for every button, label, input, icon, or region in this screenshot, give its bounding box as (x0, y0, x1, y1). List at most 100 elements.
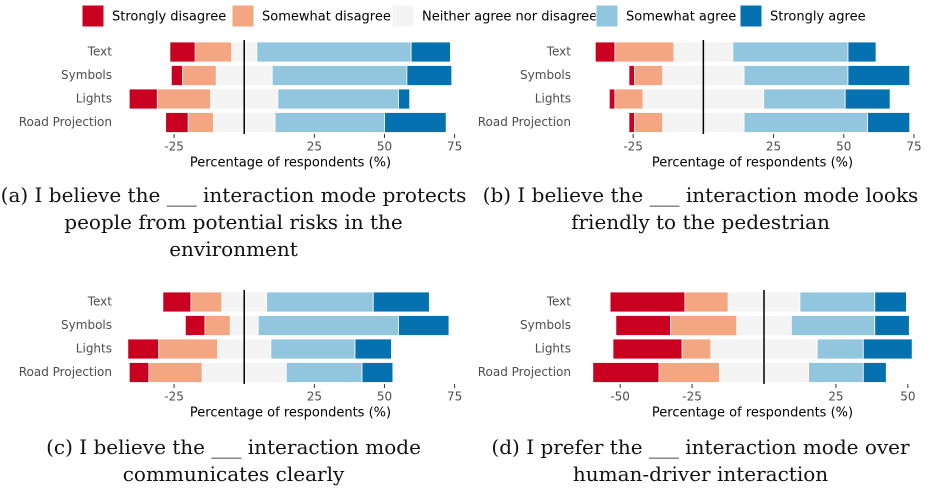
bar-segment (190, 291, 223, 313)
legend-swatch (81, 4, 105, 28)
bar-segment (615, 315, 671, 336)
bar-segment (681, 338, 712, 360)
bar-segment (867, 112, 911, 133)
bar-segment (148, 362, 203, 383)
caption: (b) I believe the ___ interaction mode l… (482, 183, 919, 234)
bar-segment (634, 65, 664, 86)
bar-segment (271, 65, 408, 86)
bar-segment (354, 338, 392, 360)
legend-swatch (739, 4, 763, 28)
bar-segment (184, 315, 206, 336)
x-tick-label: 25 (828, 390, 843, 404)
legend-label: Somewhat disagree (262, 10, 391, 25)
bar-segment (862, 338, 913, 360)
bar-segment (277, 88, 399, 110)
y-tick-label: Lights (535, 342, 571, 356)
bar-segment (634, 112, 664, 133)
bar-segment (609, 291, 686, 313)
x-tick-label: -25 (682, 390, 702, 404)
bar-segment (398, 315, 450, 336)
y-tick-label: Symbols (61, 318, 112, 332)
x-tick-label: 75 (447, 390, 462, 404)
x-tick-label: 25 (766, 140, 781, 154)
bar-segment (658, 362, 720, 383)
legend-label: Strongly agree (770, 10, 866, 25)
legend-label: Somewhat agree (626, 10, 736, 25)
x-tick-label: 25 (307, 390, 322, 404)
x-tick-label: 50 (836, 140, 851, 154)
bar-segment (204, 315, 231, 336)
y-tick-label: Lights (76, 92, 112, 106)
bar-segment (384, 112, 447, 133)
bar-segment (684, 291, 729, 313)
x-tick-label: -50 (610, 390, 630, 404)
y-tick-label: Text (87, 45, 113, 59)
y-tick-label: Road Projection (19, 365, 112, 379)
bar-segment (266, 291, 374, 313)
y-tick-label: Symbols (61, 68, 112, 82)
bar-segment (847, 41, 877, 63)
bar-segment (406, 65, 453, 86)
bar-segment (608, 88, 616, 110)
bar-segment (169, 41, 196, 63)
bar-segment (270, 338, 356, 360)
bar-segment (816, 338, 864, 360)
legend-swatch (231, 4, 255, 28)
bar-segment (182, 65, 217, 86)
bar-segment (763, 88, 846, 110)
bar-segment (862, 362, 887, 383)
x-tick-label: 50 (900, 390, 915, 404)
bar-segment (128, 362, 150, 383)
x-tick-label: -25 (623, 140, 643, 154)
x-axis-title: Percentage of respondents (%) (190, 156, 391, 171)
bar-segment (732, 41, 849, 63)
x-tick-label: 25 (307, 140, 322, 154)
x-tick-label: 50 (377, 140, 392, 154)
x-tick-label: -25 (164, 140, 184, 154)
bar-segment (162, 291, 192, 313)
y-tick-label: Road Projection (478, 365, 571, 379)
bar-segment (165, 112, 189, 133)
bar-segment (274, 112, 385, 133)
bar-segment (128, 88, 158, 110)
bar-segment (372, 291, 430, 313)
x-axis-title: Percentage of respondents (%) (652, 406, 853, 421)
y-tick-label: Text (546, 295, 572, 309)
bar-segment (194, 41, 232, 63)
bar-segment (257, 315, 399, 336)
bar-segment (410, 41, 451, 63)
y-tick-label: Symbols (520, 68, 571, 82)
y-tick-label: Lights (535, 92, 571, 106)
bar-segment (614, 88, 644, 110)
bar-segment (670, 315, 738, 336)
bar-segment (790, 315, 876, 336)
bar-segment (612, 338, 683, 360)
bar-segment (874, 291, 907, 313)
x-tick-label: 75 (906, 140, 921, 154)
bar-segment (361, 362, 394, 383)
bar-segment (592, 362, 660, 383)
y-tick-label: Symbols (520, 318, 571, 332)
bar-segment (594, 41, 616, 63)
caption: (d) I prefer the ___ interaction mode ov… (491, 435, 910, 486)
bar-segment (874, 315, 910, 336)
bar-segment (170, 65, 183, 86)
bar-segment (285, 362, 363, 383)
bar-segment (743, 112, 869, 133)
bar-segment (628, 112, 635, 133)
bar-segment (847, 65, 911, 86)
caption: (c) I believe the ___ interaction mode c… (46, 435, 421, 486)
legend-label: Strongly disagree (112, 10, 226, 25)
bar-segment (799, 291, 876, 313)
legend-label: Neither agree nor disagree (422, 10, 597, 25)
x-axis-title: Percentage of respondents (%) (190, 406, 391, 421)
legend-swatch (595, 4, 619, 28)
bar-segment (844, 88, 891, 110)
x-axis-title: Percentage of respondents (%) (652, 156, 853, 171)
bar-segment (743, 65, 849, 86)
caption: (a) I believe the ___ interaction mode p… (0, 183, 467, 261)
bar-segment (158, 338, 218, 360)
y-tick-label: Text (546, 45, 572, 59)
